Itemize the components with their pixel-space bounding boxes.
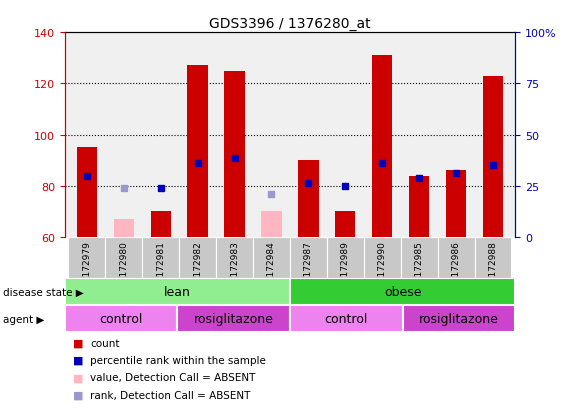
Text: count: count (90, 338, 119, 348)
Text: GSM172986: GSM172986 (452, 241, 461, 296)
Text: rosiglitazone: rosiglitazone (194, 313, 274, 325)
Bar (179, 237, 216, 279)
Text: rank, Detection Call = ABSENT: rank, Detection Call = ABSENT (90, 390, 251, 400)
Text: rosiglitazone: rosiglitazone (419, 313, 499, 325)
Bar (335, 212, 355, 237)
Bar (327, 237, 364, 279)
Text: GSM172980: GSM172980 (119, 241, 128, 296)
Bar (409, 176, 430, 237)
Text: percentile rank within the sample: percentile rank within the sample (90, 355, 266, 365)
Text: ■: ■ (73, 355, 84, 365)
Text: obese: obese (384, 286, 421, 299)
Bar (446, 171, 466, 237)
Text: GSM172979: GSM172979 (82, 241, 91, 296)
Bar (437, 237, 475, 279)
Bar (77, 148, 97, 237)
Text: GSM172988: GSM172988 (489, 241, 498, 296)
Text: ■: ■ (73, 390, 84, 400)
Bar (216, 237, 253, 279)
Bar (290, 306, 403, 332)
Bar (364, 237, 401, 279)
Text: agent ▶: agent ▶ (3, 314, 44, 324)
Title: GDS3396 / 1376280_at: GDS3396 / 1376280_at (209, 17, 371, 31)
Text: ■: ■ (73, 338, 84, 348)
Bar (225, 71, 245, 237)
Bar (142, 237, 179, 279)
Bar (401, 237, 437, 279)
Bar (290, 279, 515, 306)
Bar (187, 66, 208, 237)
Bar (150, 212, 171, 237)
Text: disease state ▶: disease state ▶ (3, 287, 83, 297)
Bar (114, 220, 134, 237)
Bar (65, 306, 177, 332)
Bar (177, 306, 290, 332)
Text: lean: lean (164, 286, 191, 299)
Text: value, Detection Call = ABSENT: value, Detection Call = ABSENT (90, 373, 256, 382)
Bar (261, 212, 282, 237)
Bar (298, 161, 319, 237)
Text: GSM172989: GSM172989 (341, 241, 350, 296)
Bar (475, 237, 511, 279)
Bar (372, 56, 392, 237)
Text: GSM172987: GSM172987 (304, 241, 313, 296)
Bar (483, 76, 503, 237)
Text: GSM172983: GSM172983 (230, 241, 239, 296)
Text: ■: ■ (73, 373, 84, 382)
Bar (253, 237, 290, 279)
Text: GSM172981: GSM172981 (156, 241, 165, 296)
Bar (105, 237, 142, 279)
Bar (403, 306, 515, 332)
Text: GSM172985: GSM172985 (415, 241, 424, 296)
Text: control: control (99, 313, 143, 325)
Text: GSM172990: GSM172990 (378, 241, 387, 296)
Text: GSM172982: GSM172982 (193, 241, 202, 295)
Text: control: control (324, 313, 368, 325)
Text: GSM172984: GSM172984 (267, 241, 276, 295)
Bar (65, 279, 290, 306)
Bar (69, 237, 105, 279)
Bar (290, 237, 327, 279)
